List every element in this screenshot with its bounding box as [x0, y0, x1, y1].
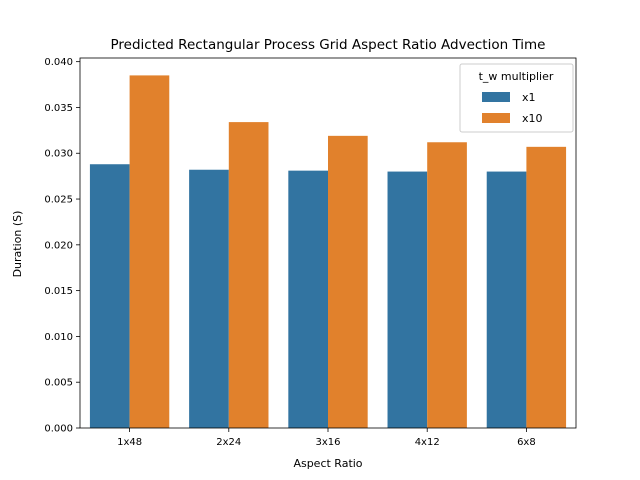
x-tick-label: 3x16 [315, 437, 340, 448]
x-axis-label: Aspect Ratio [293, 457, 362, 470]
axes-frame [79, 57, 577, 429]
y-axis-label: Duration (S) [11, 211, 24, 278]
y-tick-label: 0.025 [44, 195, 73, 206]
y-tick-label: 0.035 [44, 103, 73, 114]
y-tick-label: 0.005 [44, 378, 73, 389]
legend-swatch-x10 [482, 113, 510, 123]
bar-x10-4x12 [427, 142, 467, 428]
y-tick-label: 0.020 [44, 240, 73, 251]
legend-swatch-x1 [482, 92, 510, 102]
chart-title: Predicted Rectangular Process Grid Aspec… [111, 37, 546, 53]
bar-x1-6x8 [486, 171, 527, 428]
plot-area: 0.000 0.005 0.010 0.015 0.020 0.025 0.030 0.035… [44, 57, 577, 448]
legend-label-x10: x10 [522, 112, 543, 125]
legend: t_w multiplier x1 x10 [459, 63, 574, 133]
bar-x10-2x24 [228, 122, 269, 428]
legend-label-x1: x1 [522, 91, 536, 104]
y-tick-label: 0.030 [44, 149, 73, 160]
bar-x1-2x24 [189, 169, 229, 428]
y-tick-label: 0.000 [44, 424, 73, 435]
bar-x1-3x16 [288, 170, 328, 429]
x-tick-label: 1x48 [117, 437, 142, 448]
y-tick-label: 0.040 [44, 57, 73, 68]
x-tick-label: 6x8 [517, 437, 536, 448]
bar-x10-3x16 [328, 135, 368, 428]
bar-x10-6x8 [526, 146, 567, 428]
bar-x1-4x12 [387, 171, 428, 428]
y-tick-label: 0.015 [44, 286, 73, 297]
x-tick-label: 4x12 [415, 437, 440, 448]
y-tick-label: 0.010 [44, 332, 73, 343]
bar-x1-1x48 [89, 164, 130, 429]
bar-x10-1x48 [129, 75, 170, 428]
legend-title: t_w multiplier [479, 70, 554, 83]
x-tick-label: 2x24 [216, 437, 241, 448]
